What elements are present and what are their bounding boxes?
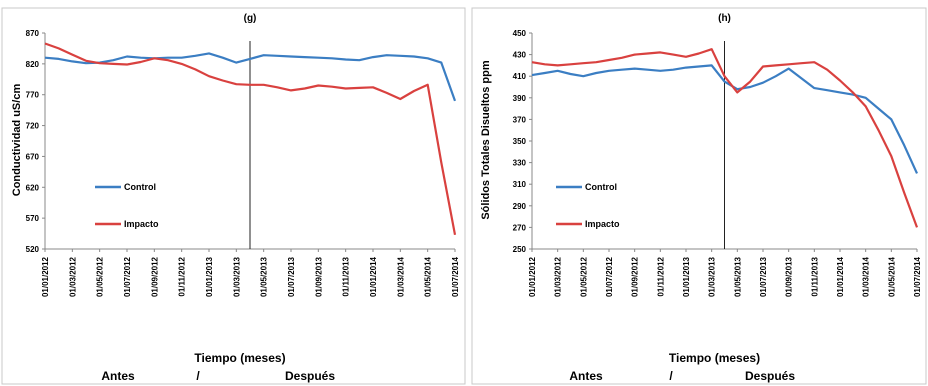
x-tick-label: 01/01/2012	[528, 256, 537, 297]
x-tick-label: 01/11/2013	[810, 256, 819, 296]
legend-label-control: Control	[585, 182, 617, 192]
y-tick-label: 270	[513, 223, 527, 232]
x-tick-label: 01/07/2012	[123, 256, 132, 297]
x-tick-label: 01/11/2012	[178, 256, 187, 296]
legend-label-impacto: Impacto	[585, 219, 620, 229]
series-line-impacto	[44, 42, 457, 236]
x-tick-label: 01/01/2014	[836, 256, 845, 297]
x-tick-label: 01/09/2013	[314, 256, 323, 297]
y-tick-label: 770	[26, 91, 40, 100]
y-tick-label: 290	[513, 202, 527, 211]
y-tick-label: 620	[26, 183, 40, 192]
series-line-control	[44, 52, 457, 102]
x-tick-label: 01/03/2013	[232, 256, 241, 297]
x-tick-label: 01/09/2012	[150, 256, 159, 297]
x-tick-label: 01/07/2014	[451, 256, 460, 297]
y-tick-label: 520	[26, 245, 40, 254]
x-tick-label: 01/11/2013	[342, 256, 351, 296]
y-tick-label: 430	[513, 51, 527, 60]
x-tick-label: 01/05/2014	[887, 256, 896, 297]
y-tick-label: 450	[513, 29, 527, 38]
x-axis-label: Tiempo (meses)	[669, 351, 760, 365]
x-tick-label: 01/01/2013	[682, 256, 691, 297]
y-tick-label: 820	[26, 60, 40, 69]
period-separator: /	[669, 369, 673, 383]
y-tick-label: 720	[26, 122, 40, 131]
x-tick-label: 01/01/2012	[41, 256, 50, 297]
period-before-label: Antes	[101, 369, 135, 383]
y-axis-label: Conductividad uS/cm	[11, 84, 23, 197]
x-axis-label: Tiempo (meses)	[194, 351, 285, 365]
period-before-label: Antes	[569, 369, 603, 383]
y-tick-label: 570	[26, 214, 40, 223]
x-tick-label: 01/03/2012	[68, 256, 77, 297]
x-tick-label: 01/11/2012	[656, 256, 665, 296]
chart-panel-h: (h) 250 270 290 310 330 350 370 390 410 430 450 01/0…	[471, 7, 927, 385]
chart-title: (h)	[718, 13, 731, 24]
x-tick-label: 01/07/2013	[287, 256, 296, 297]
legend-label-control: Control	[124, 182, 156, 192]
panel-frame	[1, 7, 466, 385]
x-tick-label: 01/05/2012	[96, 256, 105, 297]
period-separator: /	[196, 369, 200, 383]
x-tick-label: 01/03/2012	[554, 256, 563, 297]
y-axis-label: Sólidos Totales Disueltos ppm	[480, 60, 492, 220]
legend: Control Impacto	[556, 182, 620, 229]
y-tick-label: 410	[513, 72, 527, 81]
legend: Control Impacto	[95, 182, 159, 229]
y-tick-label: 350	[513, 137, 527, 146]
x-tick-label: 01/03/2013	[708, 256, 717, 297]
x-tick-label: 01/01/2014	[369, 256, 378, 297]
series-line-impacto	[531, 48, 919, 228]
y-tick-label: 670	[26, 152, 40, 161]
x-tick-label: 01/05/2013	[260, 256, 269, 297]
chart-panel-g: (g) 520 570 620 670 720 770 820 870 01/01/2012 01/…	[1, 7, 466, 385]
x-tick-label: 01/05/2012	[579, 256, 588, 297]
panel-frame	[471, 7, 927, 385]
period-after-label: Después	[285, 369, 335, 383]
y-tick-label: 370	[513, 115, 527, 124]
x-tick-label: 01/01/2013	[205, 256, 214, 297]
y-tick-label: 390	[513, 94, 527, 103]
y-tick-label: 310	[513, 180, 527, 189]
x-tick-label: 01/07/2013	[759, 256, 768, 297]
x-tick-label: 01/05/2013	[733, 256, 742, 297]
x-tick-label: 01/07/2012	[605, 256, 614, 297]
x-tick-label: 01/03/2014	[862, 256, 871, 297]
x-tick-label: 01/05/2014	[424, 256, 433, 297]
x-tick-label: 01/09/2012	[631, 256, 640, 297]
y-tick-label: 250	[513, 245, 527, 254]
x-tick-label: 01/09/2013	[785, 256, 794, 297]
chart-title: (g)	[244, 13, 257, 24]
x-tick-label: 01/07/2014	[913, 256, 922, 297]
x-tick-label: 01/03/2014	[396, 256, 405, 297]
y-tick-label: 330	[513, 159, 527, 168]
legend-label-impacto: Impacto	[124, 219, 159, 229]
series-line-control	[531, 64, 919, 174]
period-after-label: Después	[745, 369, 795, 383]
y-tick-label: 870	[26, 29, 40, 38]
